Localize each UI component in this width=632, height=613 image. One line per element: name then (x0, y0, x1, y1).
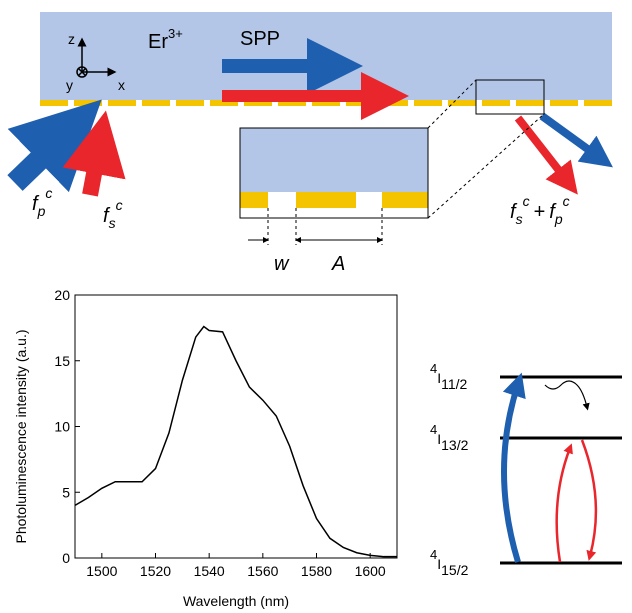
plot-frame (74, 294, 398, 559)
x-tick-label: 1520 (140, 563, 171, 579)
absorption (555, 443, 573, 563)
level-sup: 4 (430, 547, 437, 562)
x-tick-label: 1560 (247, 563, 278, 579)
inset-dielectric (240, 128, 428, 192)
x-tick-label: 1540 (194, 563, 225, 579)
level-sub: 13/2 (441, 437, 468, 453)
t: f (32, 193, 40, 215)
t: f (549, 201, 557, 223)
level-label: 4I11/2 (430, 361, 468, 392)
y-tick-label: 5 (62, 484, 70, 500)
t: s (109, 215, 116, 231)
x-tick-label: 1580 (301, 563, 332, 579)
pl-curve (74, 325, 397, 558)
axis-y: y (66, 77, 73, 93)
inset-grating (240, 192, 428, 208)
t: p (37, 203, 46, 219)
t: f (103, 205, 111, 227)
t: + (534, 201, 546, 223)
signal-in (62, 110, 126, 197)
t: c (523, 193, 530, 209)
x-tick-label: 1500 (86, 563, 117, 579)
signal-label: fsc (103, 197, 123, 231)
relaxation (544, 380, 590, 411)
medium-label: Er3+ (148, 26, 183, 53)
t: Er (148, 31, 168, 53)
pump-in (7, 99, 102, 193)
inset-box (239, 127, 429, 219)
axis-z: z (68, 31, 75, 47)
y-tick-label: 15 (54, 353, 70, 369)
t: 3+ (168, 26, 183, 41)
levels (500, 375, 622, 565)
A-label: A (331, 253, 345, 275)
t: c (563, 193, 570, 209)
level-base: I (437, 556, 441, 572)
level-sub: 15/2 (441, 562, 468, 578)
pump-label: fpc (32, 185, 52, 219)
t: p (554, 211, 563, 227)
emission (580, 439, 598, 561)
y-axis-label: Photoluminescence intensity (a.u.) (13, 330, 29, 544)
level-label: 4I13/2 (430, 422, 469, 453)
signal-out (514, 115, 578, 195)
spp-label: SPP (240, 28, 280, 50)
output-label: fsc + fpc (510, 193, 570, 227)
level-base: I (437, 431, 441, 447)
level-label: 4I15/2 (430, 547, 469, 578)
t: s (516, 211, 523, 227)
level-sup: 4 (430, 361, 437, 376)
axis-x: x (118, 77, 125, 93)
t: c (116, 197, 123, 213)
zoom-box (475, 79, 545, 115)
w-label: w (274, 253, 290, 275)
x-axis-label: Wavelength (nm) (183, 593, 289, 609)
pump-out (539, 112, 613, 168)
inset-dims (248, 208, 383, 245)
zoom-lines (427, 79, 545, 219)
y-tick-label: 10 (54, 419, 70, 435)
level-sub: 11/2 (441, 376, 467, 392)
y-tick-label: 20 (54, 287, 70, 303)
coord-axes (76, 37, 117, 78)
pump-transition (501, 372, 526, 563)
level-sup: 4 (430, 422, 437, 437)
dielectric (40, 12, 612, 100)
t: c (45, 185, 52, 201)
x-tick-label: 1600 (355, 563, 386, 579)
y-tick-label: 0 (62, 550, 70, 566)
level-base: I (437, 370, 441, 386)
t: f (510, 201, 518, 223)
